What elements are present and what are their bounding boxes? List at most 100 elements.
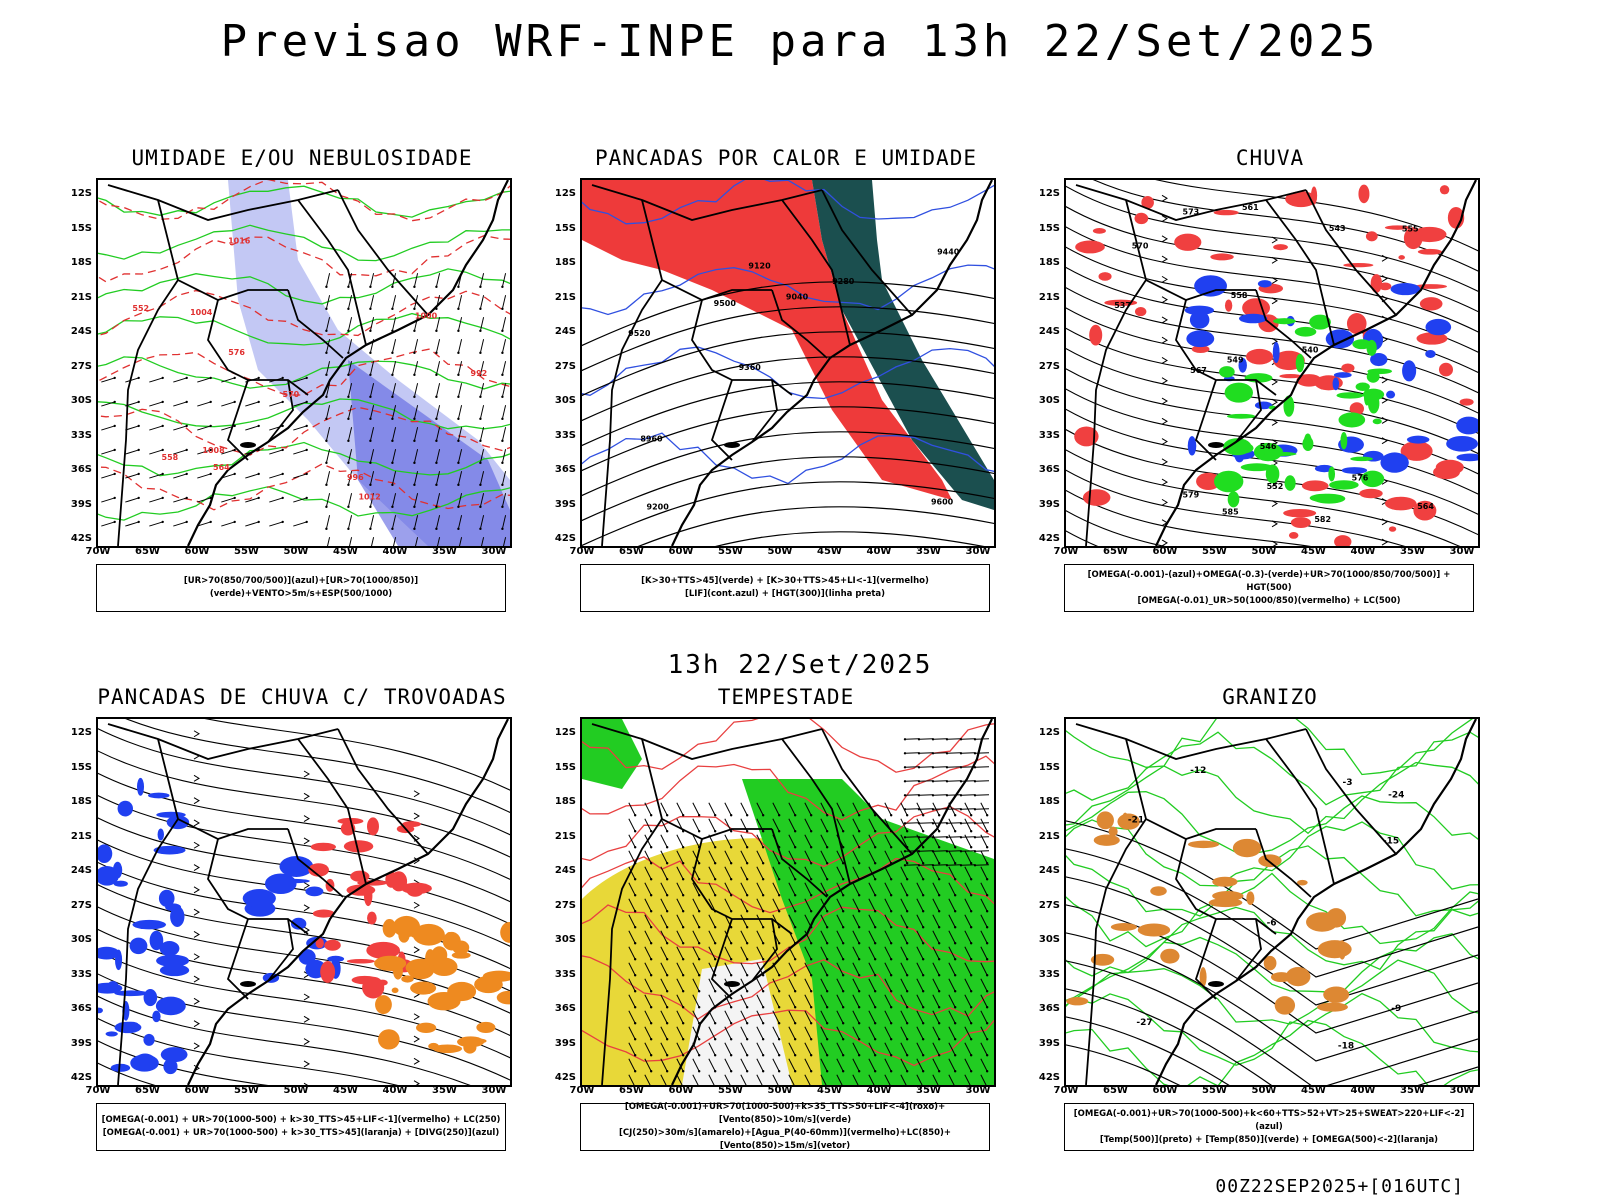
latitude-label: 12S (70, 188, 92, 199)
latitude-label: 42S (554, 533, 576, 544)
longitude-label: 45W (333, 1085, 358, 1096)
latitude-label: 27S (1038, 899, 1060, 911)
contour-label: 9040 (786, 293, 809, 302)
contour-label: 9280 (832, 277, 855, 286)
longitude-label: 55W (234, 546, 259, 557)
latitude-label: 33S (1038, 429, 1060, 441)
latitude-label: 30S (1038, 395, 1060, 406)
latitude-label: 27S (70, 899, 92, 911)
longitude-label: 30W (965, 546, 991, 557)
longitude-label: 35W (1400, 546, 1425, 557)
longitude-label: 40W (382, 1085, 408, 1096)
page-title: Previsao WRF-INPE para 13h 22/Set/2025 (220, 16, 1380, 67)
longitude-label: 45W (1301, 1085, 1326, 1096)
longitude-label: 65W (1103, 546, 1128, 557)
contour-label: -24 (1388, 790, 1404, 800)
contour-label: 9120 (748, 261, 771, 270)
latitude-label: 27S (554, 899, 576, 911)
legend-line: [Temp(500)](preto) + [Temp(850)](verde) … (1099, 1134, 1439, 1145)
longitude-label: 50W (283, 1085, 309, 1096)
contour-label: -12 (1190, 766, 1206, 776)
latitude-label: 42S (1038, 1072, 1060, 1083)
contour-label: -27 (1136, 1018, 1152, 1028)
latitude-label: 30S (554, 395, 576, 406)
panel-title: PANCADAS POR CALOR E UMIDADE (594, 146, 977, 170)
contour-label: 537 (1114, 301, 1131, 310)
contour-label: 561 (1242, 203, 1259, 212)
map-graphic (98, 719, 510, 1085)
contour-label: 576 (228, 348, 245, 357)
longitude-label: 35W (916, 1085, 941, 1096)
contour-label: 543 (1329, 224, 1346, 233)
contour-label: 576 (1352, 474, 1369, 483)
longitude-label: 50W (1251, 546, 1277, 557)
latitude-label: 21S (1038, 291, 1060, 303)
contour-label: 9360 (739, 363, 762, 372)
latitude-label: 30S (70, 934, 92, 945)
longitude-label: 40W (866, 546, 892, 557)
longitude-label: 40W (1350, 1085, 1376, 1096)
map-graphic: -12 -15 -18 -21 -24 -27 -9 -6 -3 (1066, 719, 1478, 1085)
latitude-label: 24S (70, 326, 92, 337)
longitude-label: 55W (234, 1085, 259, 1096)
latitude-label: 15S (70, 761, 92, 773)
latitude-label: 27S (70, 360, 92, 372)
map-graphic (582, 719, 994, 1085)
contour-label: -3 (1343, 778, 1353, 788)
contour-label: 552 (132, 304, 149, 313)
map-trovoadas (96, 717, 512, 1087)
longitude-label: 65W (1103, 1085, 1128, 1096)
latitude-label: 12S (1038, 727, 1060, 738)
map-granizo: -12 -15 -18 -21 -24 -27 -9 -6 -3 (1064, 717, 1480, 1087)
latitude-label: 18S (554, 796, 576, 807)
longitude-label: 35W (916, 546, 941, 557)
contour-label: 1004 (190, 308, 213, 317)
longitude-label: 40W (866, 1085, 892, 1096)
latitude-label: 15S (70, 222, 92, 234)
latitude-label: 15S (1038, 761, 1060, 773)
panel-title: GRANIZO (1222, 685, 1318, 709)
latitude-label: 33S (554, 429, 576, 441)
contour-label: -18 (1338, 1041, 1354, 1051)
contour-label: -21 (1128, 815, 1144, 825)
map-chuva: 585 582 579 576 573 570 567 564 561 558 555 552 549 5… (1064, 178, 1480, 548)
latitude-label: 36S (554, 464, 576, 475)
longitude-label: 65W (619, 1085, 644, 1096)
longitude-label: 30W (1449, 1085, 1475, 1096)
contour-label: 549 (1227, 355, 1244, 364)
latitude-label: 39S (70, 1037, 92, 1049)
latitude-label: 33S (70, 968, 92, 980)
contour-label: 567 (1190, 366, 1207, 375)
legend-line: [K>30+TTS>45](verde) + [K>30+TTS>45+LI<-… (641, 576, 929, 586)
panel-legend: [OMEGA(-0.001)-(azul)+OMEGA(-0.3)-(verde… (1064, 564, 1474, 612)
latitude-label: 27S (1038, 360, 1060, 372)
latitude-label: 36S (70, 1003, 92, 1014)
contour-label: 546 (1260, 442, 1277, 451)
longitude-label: 40W (1350, 546, 1376, 557)
latitude-label: 18S (70, 257, 92, 268)
contour-label: 9440 (937, 248, 960, 257)
longitude-label: 35W (432, 1085, 457, 1096)
map-pancadas-calor: 9600 9520 9440 9360 9280 9200 9120 9040 8960 9500 (580, 178, 996, 548)
latitude-label: 12S (554, 727, 576, 738)
longitude-label: 45W (333, 546, 358, 557)
longitude-label: 60W (668, 1085, 694, 1096)
latitude-label: 42S (70, 1072, 92, 1083)
longitude-label: 55W (718, 1085, 743, 1096)
longitude-label: 30W (965, 1085, 991, 1096)
longitude-label: 70W (85, 1085, 111, 1096)
panel-title: TEMPESTADE (717, 685, 855, 709)
panel-legend: [OMEGA(-0.001) + UR>70(1000-500) + k>30_… (96, 1103, 506, 1151)
legend-line: [LIF](cont.azul) + [HGT(300)](linha pret… (684, 589, 886, 599)
latitude-label: 12S (70, 727, 92, 738)
latitude-label: 24S (554, 326, 576, 337)
latitude-label: 24S (1038, 865, 1060, 876)
longitude-label: 35W (1400, 1085, 1425, 1096)
legend-line: [OMEGA(-0.001) + UR>70(1000-500) + k>30_… (102, 1128, 500, 1138)
latitude-label: 42S (70, 533, 92, 544)
latitude-label: 24S (70, 865, 92, 876)
map-graphic: 9600 9520 9440 9360 9280 9200 9120 9040 8960 9500 (582, 180, 994, 546)
contour-label: 996 (347, 473, 364, 482)
latitude-label: 12S (1038, 188, 1060, 199)
contour-label: 992 (471, 369, 488, 378)
